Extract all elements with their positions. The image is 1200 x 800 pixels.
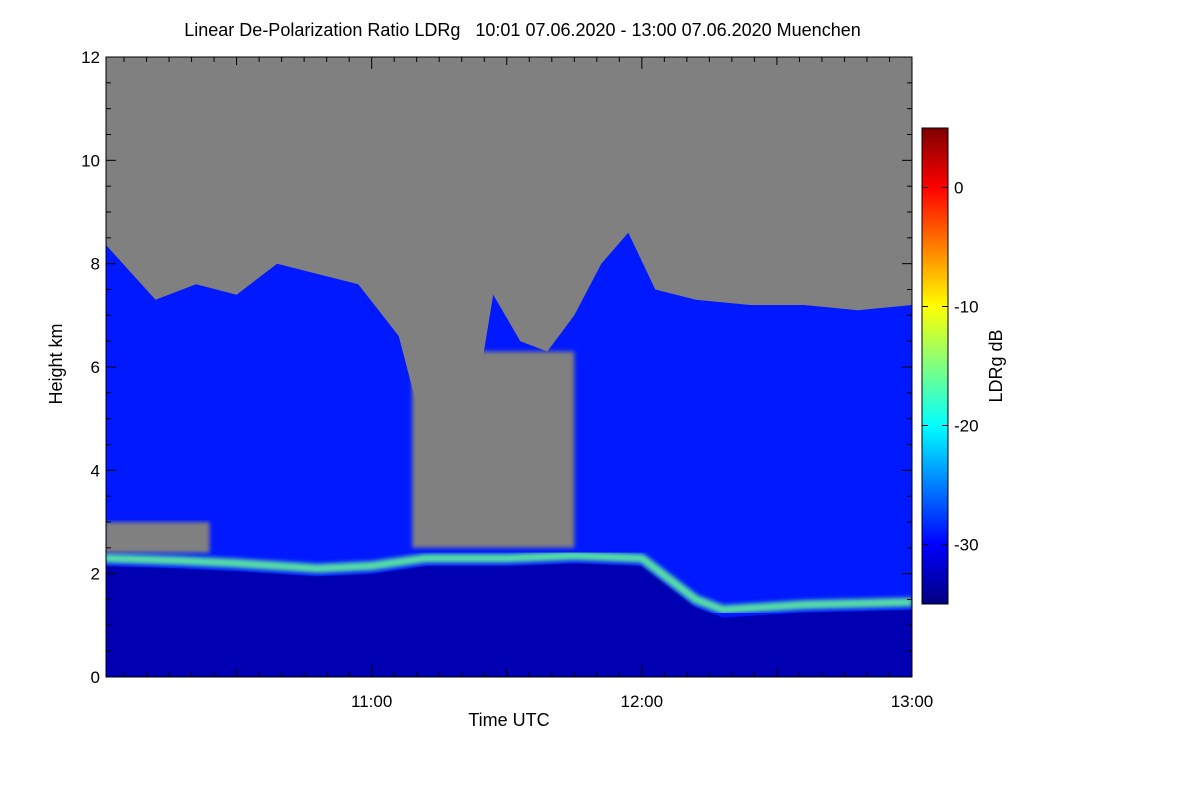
x-tick-label: 12:00	[621, 692, 664, 711]
x-axis: 11:00 12:00 13:00	[123, 57, 934, 711]
y-tick-label: 8	[91, 255, 100, 274]
x-axis-label: Time UTC	[468, 710, 549, 730]
y-tick-label: 2	[91, 565, 100, 584]
colorbar-tick-label: -20	[954, 417, 979, 436]
x-tick-label: 11:00	[351, 692, 392, 711]
y-tick-label: 4	[91, 461, 100, 480]
y-axis-label: Height km	[46, 323, 66, 404]
colorbar-tick-label: -10	[954, 298, 979, 317]
chart-title: Linear De-Polarization Ratio LDRg 10:01 …	[184, 20, 861, 40]
y-tick-label: 0	[91, 668, 100, 687]
melting-layer	[106, 551, 912, 615]
no-signal-gap	[412, 351, 575, 548]
x-tick-label: 13:00	[891, 692, 934, 711]
colorbar: 0 -10 -20 -30	[921, 127, 979, 605]
heatmap-plot-area	[106, 57, 912, 677]
y-axis: 0 2 4 6 8 10 12	[81, 48, 912, 687]
no-signal-gap	[106, 522, 210, 553]
y-tick-label: 6	[91, 358, 100, 377]
boundary-layer	[106, 563, 912, 677]
colorbar-gradient	[921, 127, 949, 605]
y-tick-label: 12	[81, 48, 100, 67]
colorbar-tick-label: 0	[954, 179, 963, 198]
y-tick-label: 10	[81, 151, 100, 170]
colorbar-label: LDRg dB	[986, 329, 1006, 402]
colorbar-tick-label: -30	[954, 536, 979, 555]
